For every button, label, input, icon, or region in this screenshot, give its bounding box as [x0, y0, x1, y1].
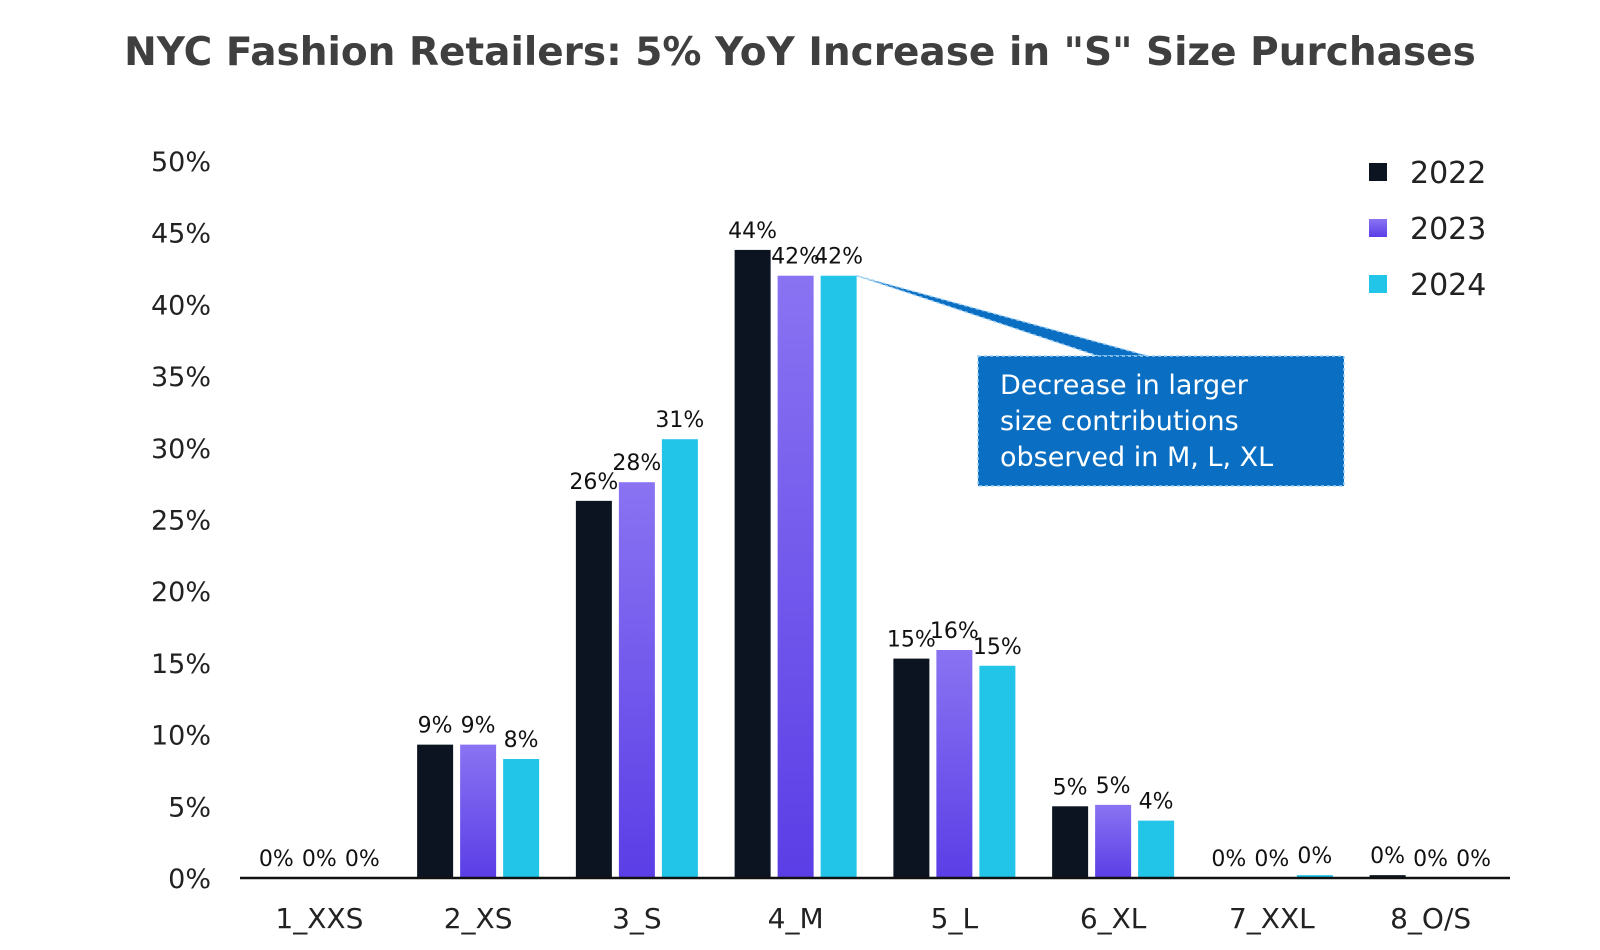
callout-text-line-2: size contributions: [1000, 406, 1239, 437]
legend-swatch-2024: [1369, 275, 1387, 293]
bar-4-m-2023: [777, 275, 814, 879]
y-tick-label-0: 0%: [168, 864, 211, 895]
bar-5-l-2022: [893, 658, 930, 878]
x-tick-label-4-m: 4_M: [768, 902, 824, 935]
x-axis: 1_XXS 2_XS 3_S 4_M 5_L 6_XL 7_XXL 8_O/S: [275, 902, 1471, 935]
data-label-2-xs-2022: 9%: [418, 714, 453, 739]
bar-8-o-s-2022: [1369, 875, 1406, 878]
data-label-7-xxl-2022: 0%: [1211, 847, 1246, 872]
data-label-8-o-s-2024: 0%: [1456, 847, 1491, 872]
data-label-3-s-2023: 28%: [612, 451, 661, 476]
bar-6-xl-2024: [1138, 820, 1175, 878]
y-tick-label-20: 20%: [151, 577, 211, 608]
y-tick-label-5: 5%: [168, 792, 211, 823]
data-label-8-o-s-2022: 0%: [1370, 844, 1405, 869]
data-labels: 0% 0% 0%9% 9%8%26%28%31%44%42%42%15%16%15%5…: [259, 219, 1491, 872]
data-label-4-m-2023: 42%: [771, 245, 820, 270]
y-tick-label-50: 50%: [151, 147, 211, 178]
y-axis: 0% 5% 10% 15% 20% 25% 30% 35% 40% 45% 50%: [151, 147, 211, 895]
bar-4-m-2022: [734, 249, 771, 878]
data-label-8-o-s-2023: 0%: [1413, 847, 1448, 872]
data-label-3-s-2022: 26%: [569, 470, 618, 495]
x-tick-label-7-xxl: 7_XXL: [1229, 902, 1315, 935]
callout-text-line-3: observed in M, L, XL: [1000, 442, 1273, 473]
bar-2-xs-2022: [417, 744, 454, 878]
y-tick-label-30: 30%: [151, 434, 211, 465]
bar-7-xxl-2024: [1296, 875, 1333, 878]
bar-6-xl-2023: [1095, 804, 1132, 878]
data-label-2-xs-2024: 8%: [504, 728, 539, 753]
y-tick-label-45: 45%: [151, 219, 211, 250]
bar-5-l-2023: [936, 649, 973, 878]
data-label-1-xxs-2023: 0%: [302, 847, 337, 872]
data-label-6-xl-2022: 5%: [1053, 775, 1088, 800]
data-label-1-xxs-2022: 0%: [259, 847, 294, 872]
x-tick-label-5-l: 5_L: [931, 902, 979, 935]
y-tick-label-10: 10%: [151, 721, 211, 752]
legend: 2022 2023 2024: [1369, 156, 1486, 303]
bar-3-s-2022: [575, 500, 612, 878]
legend-swatch-2023: [1369, 219, 1387, 237]
bar-5-l-2024: [979, 665, 1016, 878]
data-label-2-xs-2023: 9%: [461, 714, 496, 739]
data-label-5-l-2024: 15%: [973, 635, 1022, 660]
x-tick-label-2-xs: 2_XS: [444, 902, 513, 935]
bar-3-s-2023: [618, 482, 655, 878]
data-label-1-xxs-2024: 0%: [345, 847, 380, 872]
y-tick-label-40: 40%: [151, 290, 211, 321]
data-label-6-xl-2023: 5%: [1096, 774, 1131, 799]
callout-text-line-1: Decrease in larger: [1000, 370, 1249, 401]
callout-pointer: [856, 274, 1149, 357]
y-tick-label-35: 35%: [151, 362, 211, 393]
x-tick-label-8-o-s: 8_O/S: [1390, 902, 1471, 935]
y-tick-label-15: 15%: [151, 649, 211, 680]
data-label-6-xl-2024: 4%: [1139, 790, 1174, 815]
x-tick-label-3-s: 3_S: [612, 902, 662, 935]
bar-2-xs-2024: [503, 758, 540, 878]
x-tick-label-1-xxs: 1_XXS: [275, 902, 363, 935]
y-tick-label-25: 25%: [151, 506, 211, 537]
data-label-5-l-2022: 15%: [887, 628, 936, 653]
callout-box: [977, 355, 1345, 487]
legend-label-2023: 2023: [1410, 212, 1486, 247]
bar-4-m-2024: [820, 275, 857, 879]
bar-2-xs-2023: [460, 744, 497, 878]
data-label-4-m-2024: 42%: [814, 245, 863, 270]
bars: [417, 249, 1406, 879]
callout: Decrease in larger size contributions obse…: [856, 274, 1345, 487]
data-label-4-m-2022: 44%: [728, 219, 777, 244]
data-label-7-xxl-2023: 0%: [1254, 847, 1289, 872]
legend-label-2022: 2022: [1410, 156, 1486, 191]
bar-6-xl-2022: [1052, 806, 1089, 878]
bar-3-s-2024: [661, 439, 698, 878]
chart-title: NYC Fashion Retailers: 5% YoY Increase i…: [124, 30, 1476, 75]
data-label-7-xxl-2024: 0%: [1297, 844, 1332, 869]
data-label-3-s-2024: 31%: [655, 408, 704, 433]
legend-swatch-2022: [1369, 163, 1387, 181]
legend-label-2024: 2024: [1410, 268, 1486, 303]
x-tick-label-6-xl: 6_XL: [1080, 902, 1147, 935]
data-label-5-l-2023: 16%: [930, 619, 979, 644]
